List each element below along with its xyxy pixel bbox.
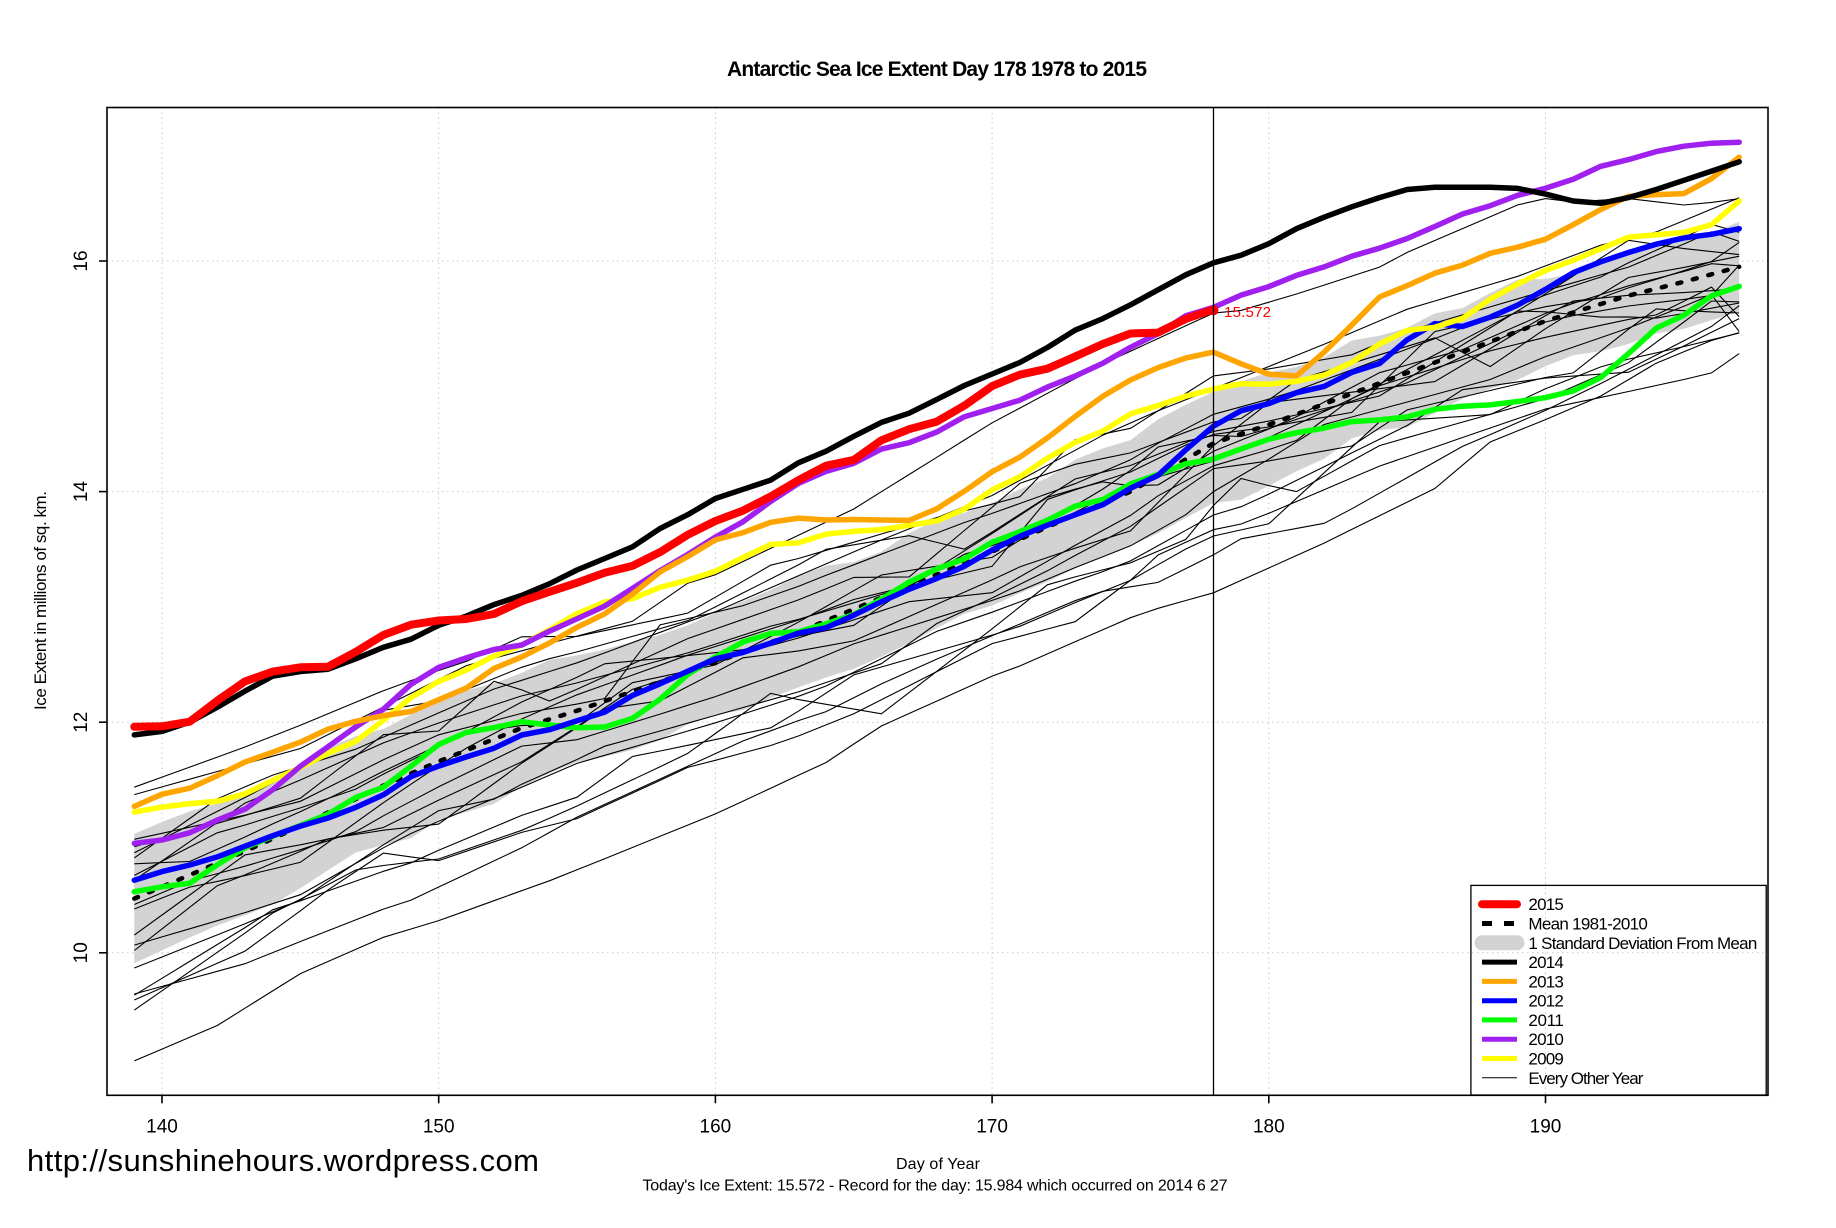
- svg-text:Every Other Year: Every Other Year: [1528, 1069, 1643, 1088]
- svg-text:2013: 2013: [1528, 972, 1564, 991]
- svg-text:15.572: 15.572: [1224, 304, 1271, 321]
- svg-text:2010: 2010: [1528, 1030, 1564, 1049]
- svg-text:140: 140: [146, 1117, 178, 1138]
- svg-text:150: 150: [423, 1117, 455, 1138]
- svg-text:Antarctic Sea Ice Extent Day 1: Antarctic Sea Ice Extent Day 178 1978 to…: [727, 58, 1147, 81]
- svg-text:10: 10: [71, 942, 92, 963]
- svg-text:1 Standard Deviation From Mean: 1 Standard Deviation From Mean: [1528, 934, 1757, 953]
- svg-text:2012: 2012: [1528, 992, 1564, 1011]
- svg-text:2011: 2011: [1528, 1011, 1564, 1030]
- svg-text:170: 170: [976, 1117, 1008, 1138]
- svg-text:190: 190: [1530, 1117, 1562, 1138]
- svg-text:http://sunshinehours.wordpress: http://sunshinehours.wordpress.com: [27, 1143, 539, 1178]
- svg-text:160: 160: [700, 1117, 732, 1138]
- svg-text:14: 14: [71, 481, 92, 503]
- svg-text:2015: 2015: [1528, 895, 1564, 914]
- svg-text:2014: 2014: [1528, 953, 1564, 972]
- svg-text:16: 16: [71, 250, 92, 271]
- svg-text:2009: 2009: [1528, 1050, 1564, 1069]
- svg-text:Day of Year: Day of Year: [896, 1156, 981, 1173]
- svg-text:Today's Ice Extent: 15.572 -: Today's Ice Extent: 15.572 - Record for …: [643, 1178, 1228, 1195]
- svg-text:Mean 1981-2010: Mean 1981-2010: [1528, 915, 1647, 934]
- svg-text:12: 12: [71, 712, 92, 733]
- svg-text:Ice Extent in millions of sq.: Ice Extent in millions of sq. km.: [31, 491, 50, 710]
- svg-text:180: 180: [1253, 1117, 1285, 1138]
